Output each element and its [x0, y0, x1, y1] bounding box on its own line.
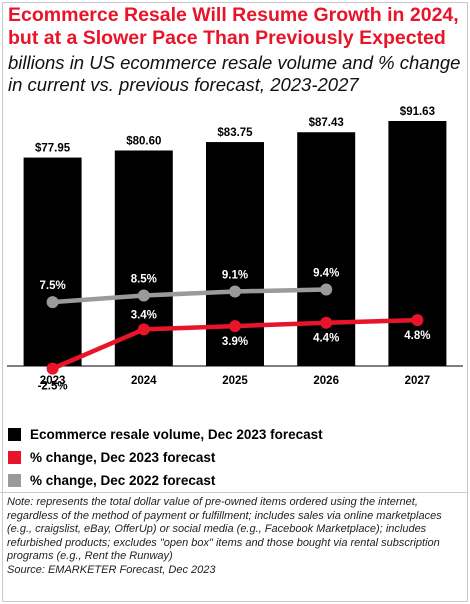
label-previous-2025: 9.1%: [222, 269, 248, 281]
label-current-2024: 3.4%: [131, 309, 157, 321]
label-current-2026: 4.4%: [313, 333, 339, 345]
legend-item-previous-forecast: % change, Dec 2022 forecast: [8, 469, 464, 492]
point-current-2026: [320, 316, 333, 329]
legend-swatch-current-forecast: [8, 451, 21, 464]
chart-title-line-2: but at a Slower Pace Than Previously Exp…: [8, 27, 446, 49]
legend-label-current-forecast: % change, Dec 2023 forecast: [30, 450, 216, 465]
point-current-2023: [46, 362, 59, 375]
legend-item-volume: Ecommerce resale volume, Dec 2023 foreca…: [8, 423, 464, 446]
chart-plot: $77.95 $80.60 $83.75 $87.43 $91.63 2023 2024 20…: [7, 106, 463, 393]
bar-2025: [206, 142, 264, 366]
legend-swatch-volume: [8, 428, 21, 441]
footnote: Note: represents the total dollar value …: [7, 496, 465, 578]
bar-value-label-2023: $77.95: [35, 143, 71, 155]
x-tick-label-2027: 2027: [405, 375, 431, 387]
point-current-2024: [137, 323, 150, 336]
source-text: Source: EMARKETER Forecast, Dec 2023: [7, 563, 216, 576]
point-previous-2024: [137, 289, 150, 302]
note-divider: [0, 492, 468, 493]
x-tick-label-2025: 2025: [222, 375, 248, 387]
point-previous-2023: [46, 296, 59, 309]
bar-value-label-2025: $83.75: [217, 127, 253, 139]
x-tick-label-2026: 2026: [313, 375, 339, 387]
x-tick-label-2024: 2024: [131, 375, 157, 387]
point-current-2027: [411, 314, 424, 327]
chart-title-line-1: Ecommerce Resale Will Resume Growth in 2…: [8, 4, 459, 26]
x-tick-label-2023: 2023: [40, 375, 66, 387]
bar-value-label-2026: $87.43: [309, 117, 344, 129]
legend-label-volume: Ecommerce resale volume, Dec 2023 foreca…: [30, 427, 323, 442]
chart-subtitle: billions in US ecommerce resale volume a…: [8, 52, 464, 96]
point-current-2025: [229, 320, 241, 333]
label-previous-2023: 7.5%: [39, 280, 65, 292]
label-previous-2024: 8.5%: [131, 273, 157, 285]
legend-item-current-forecast: % change, Dec 2023 forecast: [8, 446, 464, 469]
chart-subtitle-line-2: in current vs. previous forecast, 2023-2…: [8, 74, 359, 95]
point-previous-2026: [320, 283, 333, 296]
label-current-2027: 4.8%: [404, 330, 430, 342]
bar-value-label-2027: $91.63: [400, 106, 435, 118]
chart-subtitle-line-1: billions in US ecommerce resale volume a…: [8, 52, 461, 73]
line-previous-forecast: [52, 287, 327, 305]
bar-2023: [23, 157, 82, 366]
legend-label-previous-forecast: % change, Dec 2022 forecast: [30, 473, 216, 488]
label-current-2023: -2.5%: [38, 381, 68, 393]
legend: Ecommerce resale volume, Dec 2023 foreca…: [8, 423, 464, 492]
point-previous-2025: [229, 285, 241, 298]
footnote-text: Note: represents the total dollar value …: [7, 496, 442, 563]
label-previous-2026: 9.4%: [313, 267, 339, 279]
bar-2026: [297, 132, 356, 366]
bar-value-label-2024: $80.60: [126, 135, 161, 147]
legend-swatch-previous-forecast: [8, 474, 21, 487]
label-current-2025: 3.9%: [222, 336, 248, 348]
chart-title: Ecommerce Resale Will Resume Growth in 2…: [8, 4, 464, 50]
